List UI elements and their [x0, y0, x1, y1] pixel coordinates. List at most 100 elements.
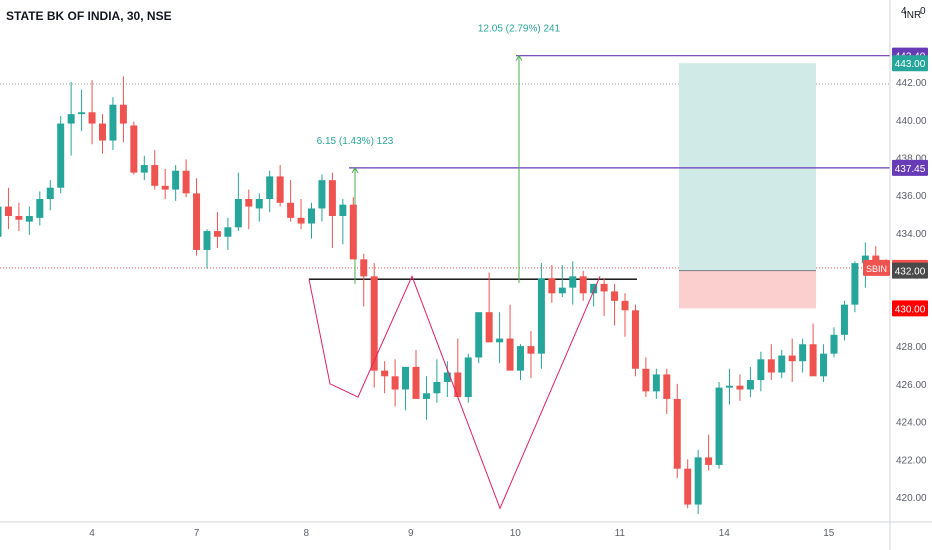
candle-body — [0, 206, 2, 237]
candle-body — [203, 231, 211, 250]
candle-body — [349, 204, 357, 260]
candle-body — [412, 366, 420, 399]
candle — [99, 114, 106, 154]
candle — [402, 366, 410, 411]
candle-body — [631, 310, 639, 369]
candle — [46, 180, 54, 211]
candle-body — [778, 355, 786, 373]
candle-body — [705, 457, 713, 465]
candle-body — [820, 353, 828, 377]
candle — [433, 359, 441, 403]
candle-body — [621, 300, 629, 311]
measure-arrowhead — [515, 54, 523, 61]
y-tick-label: 426.00 — [896, 380, 927, 391]
candle — [109, 97, 117, 150]
candle — [234, 172, 242, 232]
candle-body — [130, 125, 138, 173]
candle — [422, 376, 430, 420]
price-label-text: 430.00 — [895, 304, 926, 315]
candle — [224, 217, 232, 250]
candle-body — [234, 199, 242, 228]
candle-body — [36, 199, 44, 218]
stop-zone — [679, 270, 816, 309]
price-label-bg — [892, 262, 928, 279]
candle-body — [464, 357, 472, 398]
candle — [443, 361, 451, 398]
currency-label[interactable]: INR — [904, 10, 922, 21]
candle-body — [652, 374, 660, 392]
candle-body — [193, 193, 201, 250]
candle-body — [715, 387, 723, 465]
candle-body — [151, 165, 159, 186]
candle-body — [109, 104, 117, 141]
candle — [579, 270, 587, 301]
currency-prefix: 4 — [901, 6, 907, 17]
candle — [705, 434, 713, 471]
candle — [621, 293, 629, 337]
candle — [485, 272, 493, 343]
candle-body — [746, 380, 754, 390]
measure-label: 6.15 (1.43%) 123 — [317, 136, 394, 147]
candle — [726, 368, 733, 405]
candle-body — [861, 255, 869, 264]
candle-body — [673, 398, 681, 469]
candle-body — [276, 176, 284, 203]
candle — [193, 178, 201, 256]
candle-body — [99, 123, 106, 141]
y-tick-label: 434.00 — [896, 229, 927, 240]
candle — [611, 283, 619, 326]
candle-body — [506, 338, 514, 371]
symbol-tag-bg — [863, 259, 890, 276]
price-label-bg — [892, 159, 928, 176]
candle — [715, 381, 723, 469]
candle-body — [590, 283, 598, 294]
candle-body — [57, 123, 65, 188]
candle — [506, 304, 514, 371]
candle — [266, 170, 274, 213]
x-tick-label: 8 — [303, 528, 309, 539]
candle-body — [245, 199, 253, 207]
candle-body — [475, 312, 483, 358]
measure-arrowhead — [351, 166, 359, 174]
candle — [287, 180, 295, 222]
candle — [694, 449, 702, 514]
candle — [140, 155, 148, 181]
candle — [663, 368, 671, 415]
y-tick-label: 424.00 — [896, 418, 927, 429]
candle-body — [757, 359, 765, 381]
x-tick-label: 14 — [719, 528, 731, 539]
candle — [0, 206, 2, 237]
candle — [308, 202, 315, 239]
candle — [642, 357, 650, 398]
profit-zone — [679, 63, 816, 271]
candle-body — [684, 468, 692, 505]
candle-body — [736, 385, 744, 390]
candle — [454, 338, 462, 398]
candle-body — [119, 104, 127, 124]
candle-body — [402, 366, 410, 390]
candle-body — [339, 204, 347, 216]
candle-body — [15, 215, 23, 220]
candle — [391, 359, 399, 407]
candle-body — [726, 385, 733, 388]
candle-body — [266, 176, 274, 200]
candle-body — [67, 114, 75, 124]
candle — [57, 116, 65, 194]
candle — [360, 253, 368, 307]
candle — [67, 82, 75, 156]
price-label-text: 432.00 — [895, 267, 926, 278]
candle-body — [140, 165, 148, 173]
candle — [830, 327, 838, 358]
candle-body — [88, 112, 96, 124]
candle-body — [642, 368, 650, 392]
candle — [203, 229, 211, 269]
candle — [590, 283, 598, 307]
x-tick-label: 7 — [194, 528, 200, 539]
x-tick-label: 11 — [615, 528, 626, 539]
candle-body — [328, 180, 336, 216]
x-tick-label: 9 — [408, 528, 414, 539]
candle — [182, 159, 190, 198]
candle — [15, 202, 23, 232]
y-tick-label: 436.00 — [896, 191, 927, 202]
